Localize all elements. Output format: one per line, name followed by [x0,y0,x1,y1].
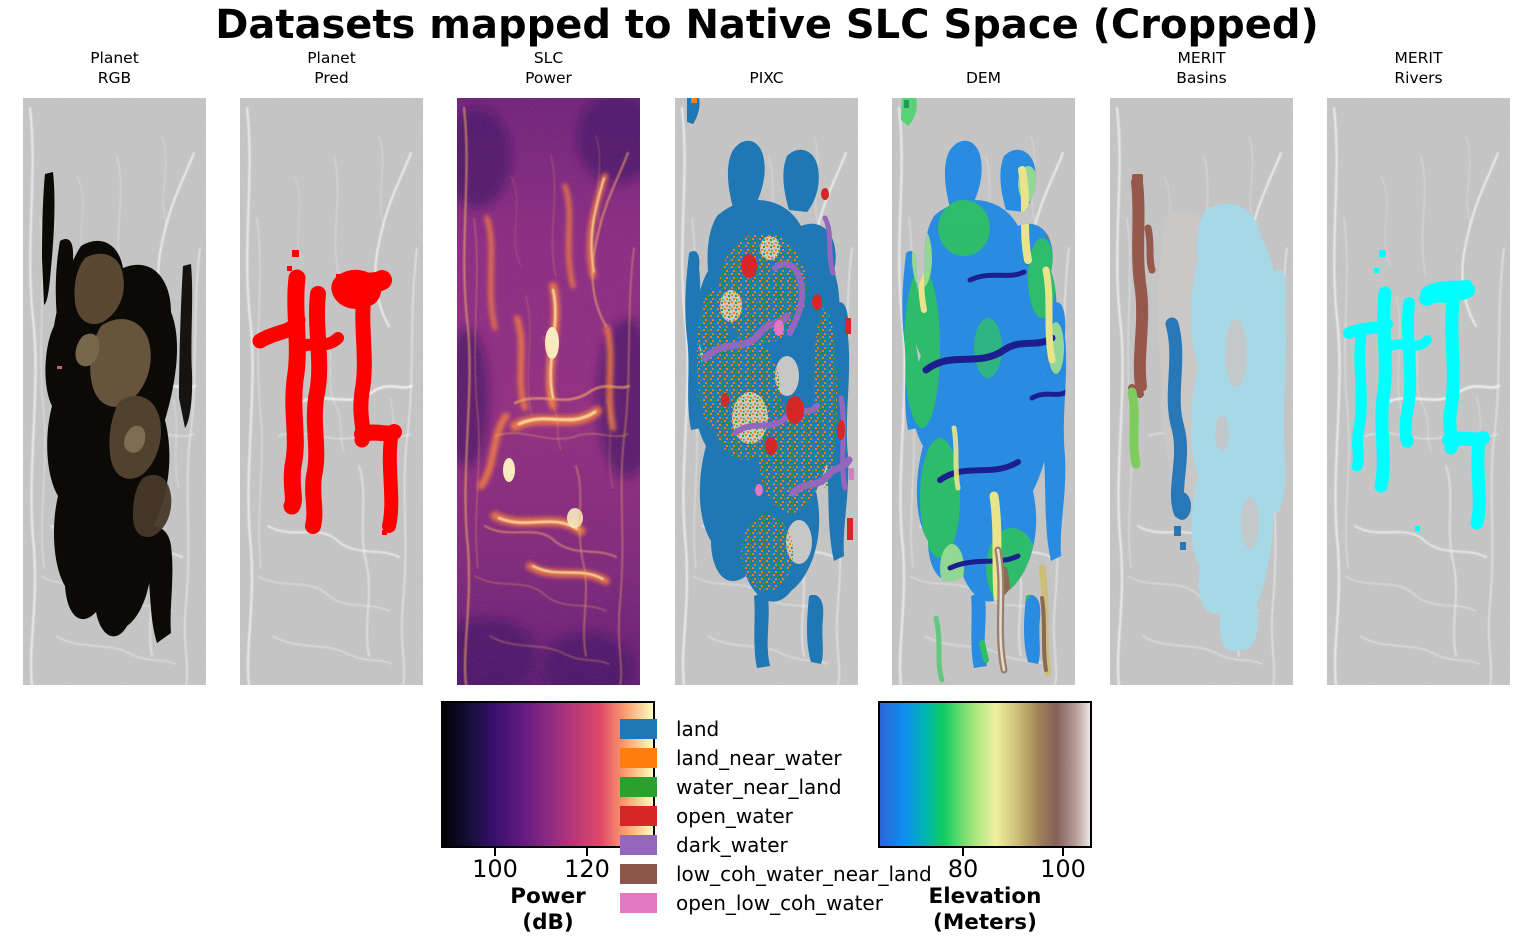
legend-label: low_coh_water_near_land [676,862,932,886]
elevation-tick-100 [1062,848,1064,856]
legend-swatch-open-low-coh-water [620,893,657,913]
legend-row: open_low_coh_water [620,892,883,914]
legend-label: dark_water [676,833,788,857]
legend-label: land [676,717,720,741]
power-colorbar-label: Power (dB) [510,884,586,935]
legend-row: dark_water [620,834,788,856]
panel-title-pixc: PIXC [749,69,784,87]
elevation-colorbar-label: Elevation (Meters) [928,884,1042,935]
power-tick-120 [586,848,588,856]
legend-row: water_near_land [620,776,842,798]
panel-title-planet-pred: Planet Pred [307,49,356,87]
panel-title-planet-rgb: Planet RGB [90,49,139,87]
panel-planet-rgb [23,98,206,685]
page-title: Datasets mapped to Native SLC Space (Cro… [215,2,1319,48]
panel-merit-basins [1110,98,1293,685]
panel-title-dem: DEM [965,69,1002,87]
legend-row: low_coh_water_near_land [620,863,932,885]
panel-title-merit-basins: MERIT Basins [1176,49,1227,87]
elevation-colorbar [878,701,1092,848]
legend-swatch-land [620,719,657,739]
legend-row: land_near_water [620,747,842,769]
panel-title-slc-power: SLC Power [525,49,572,87]
legend-row: land [620,718,719,740]
panel-planet-pred [240,98,423,685]
power-colorbar [441,701,655,848]
legend-row: open_water [620,805,793,827]
planet-rgb-image [23,98,206,685]
legend-swatch-open-water [620,806,657,826]
panel-pixc [675,98,858,685]
merit-rivers-image [1327,98,1510,685]
merit-basins-image [1110,98,1293,685]
legend-swatch-dark-water [620,835,657,855]
slc-power-image [457,98,640,685]
elevation-tick-label-80: 80 [947,855,979,883]
power-tick-100 [494,848,496,856]
legend-label: open_water [676,804,793,828]
elevation-tick-label-100: 100 [1040,855,1086,883]
legend-label: land_near_water [676,746,842,770]
panel-merit-rivers [1327,98,1510,685]
dem-image [892,98,1075,685]
power-tick-label-100: 100 [472,855,518,883]
planet-pred-image [240,98,423,685]
power-tick-label-120: 120 [564,855,610,883]
panel-title-merit-rivers: MERIT Rivers [1394,49,1443,87]
panel-slc-power [457,98,640,685]
legend-swatch-water-near-land [620,777,657,797]
legend-label: open_low_coh_water [676,891,883,915]
panel-dem [892,98,1075,685]
legend-swatch-low-coh-water-near-land [620,864,657,884]
legend-swatch-land-near-water [620,748,657,768]
legend-label: water_near_land [676,775,842,799]
elevation-tick-80 [962,848,964,856]
pixc-image [675,98,858,685]
